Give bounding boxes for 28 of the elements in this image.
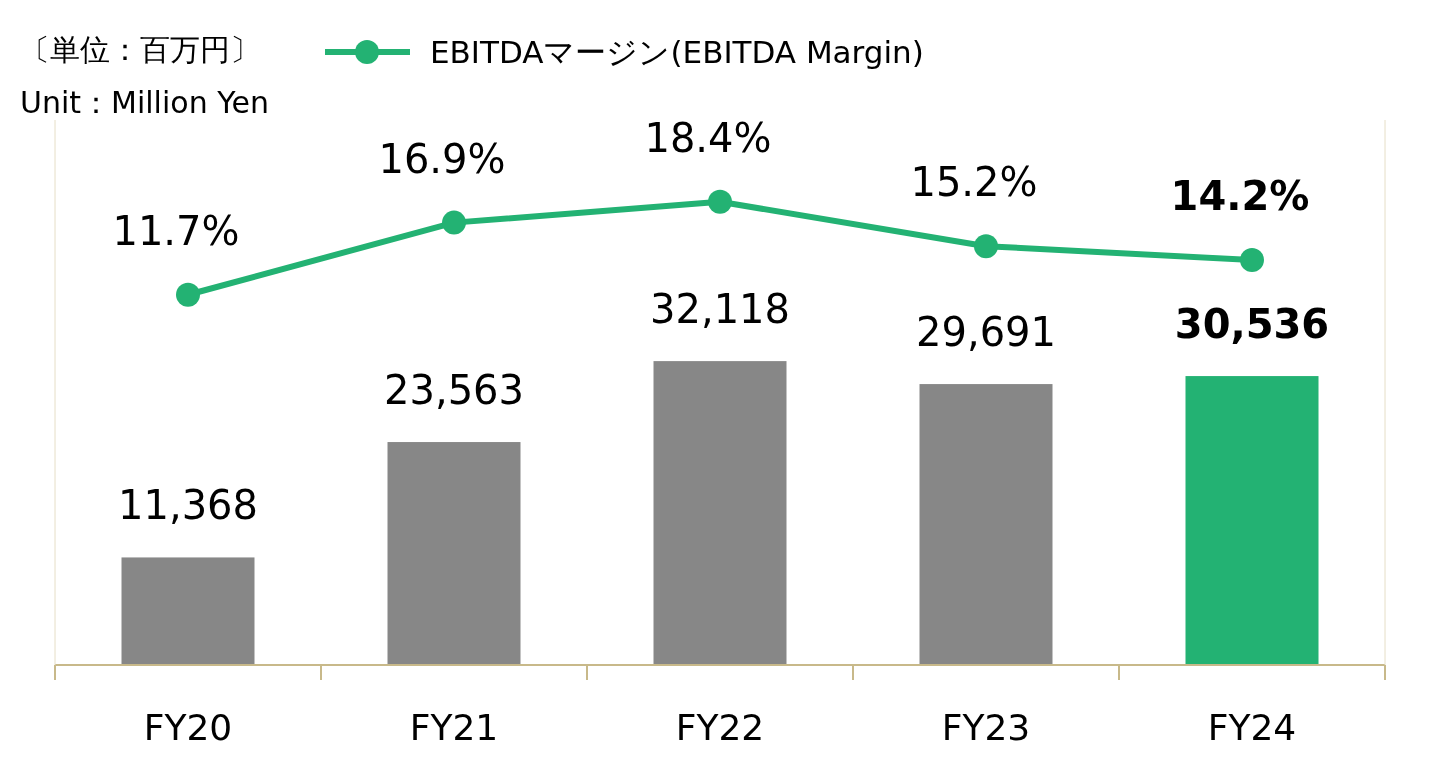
point — [1240, 248, 1264, 273]
data-label: 32,118 — [650, 286, 790, 333]
point — [176, 282, 200, 307]
x-tick-label: FY21 — [409, 707, 499, 748]
point — [708, 189, 732, 214]
data-label: 15.2% — [910, 159, 1038, 206]
data-label: 29,691 — [916, 309, 1056, 356]
x-tick-label: FY23 — [941, 707, 1031, 748]
data-label: 11.7% — [112, 207, 240, 254]
bar — [1185, 376, 1319, 665]
bar — [387, 442, 521, 665]
data-label: 16.9% — [378, 135, 506, 182]
x-tick-label: FY22 — [675, 707, 765, 748]
text: 〔単位：百万円〕 — [20, 32, 260, 67]
point — [442, 210, 466, 235]
bar — [919, 384, 1053, 665]
data-label: 11,368 — [118, 482, 258, 529]
point — [974, 234, 998, 259]
legend-label: EBITDAマージン(EBITDA Margin) — [430, 34, 924, 70]
bar — [121, 557, 255, 665]
x-tick-label: FY20 — [143, 707, 233, 748]
bar — [653, 361, 787, 665]
text: Unit：Million Yen — [20, 85, 270, 120]
data-label: 23,563 — [384, 367, 524, 414]
data-label: 14.2% — [1170, 173, 1310, 220]
x-tick-label: FY24 — [1207, 707, 1297, 748]
data-label: 18.4% — [644, 114, 772, 161]
data-label: 30,536 — [1174, 301, 1330, 348]
